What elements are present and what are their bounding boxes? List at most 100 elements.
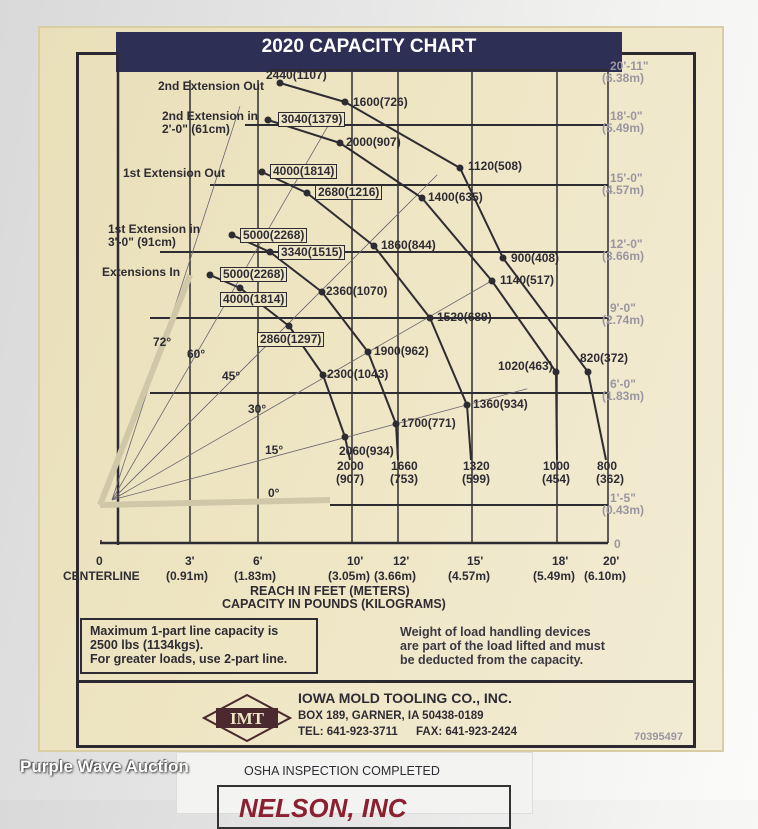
angle-label: 60° [187,347,206,361]
bottom-capacity-lbs: 1000 [543,459,570,473]
capacity-point [206,271,214,279]
capacity-point [499,254,507,262]
capacity-point [584,368,592,376]
bottom-capacity-lbs: 800 [597,459,618,473]
capacity-point [276,79,284,87]
capacity-point [418,194,426,202]
capacity-point [319,371,327,379]
boom-horizontal [99,497,331,508]
capacity-curve-ext1_out [261,171,472,461]
capacity-point [228,231,236,239]
capacity-label: 2000(907) [346,135,401,149]
boom-raised [97,273,193,507]
capacity-label: 1700(771) [401,416,456,430]
height-label-m: (4.57m) [602,183,645,197]
capacity-point [266,248,274,256]
capacity-label: 1400(635) [428,190,483,204]
reach-label-ft: 0 [96,554,103,568]
height-label-m: (1.83m) [602,389,645,403]
reach-label-m: (6.10m) [584,569,627,583]
capacity-point [303,189,311,197]
capacity-label: 4000(1814) [220,292,288,307]
height-label-ft: 1'-5" [610,491,636,505]
capacity-point [285,322,293,330]
height-label-m: (5.49m) [602,121,645,135]
angle-label: 15° [265,443,284,457]
height-label-m: (6.38m) [602,71,645,85]
company-phone: TEL: 641-923-3711 [298,726,398,738]
capacity-label: 5000(2268) [240,228,308,243]
weight-note: Weight of load handling devices are part… [400,625,605,667]
capacity-label: 2300(1043) [327,367,389,381]
watermark: Purple Wave Auction [20,757,189,776]
capacity-point [370,242,378,250]
capacity-label: 1020(463) [498,359,553,373]
reach-label-ft: 3' [185,554,195,568]
bottom-capacity-lbs: 1660 [391,459,418,473]
reach-label-ft: 10' [347,554,364,568]
angle-label: 72° [153,335,172,349]
height-label-ft: 18'-0" [610,109,643,123]
configuration-label: 1st Extension in 3'-0" (91cm) [108,222,201,249]
capacity-point [341,98,349,106]
capacity-label: 1140(517) [500,273,555,287]
configuration-label: 1st Extension Out [123,166,226,180]
capacity-point [364,348,372,356]
capacity-point [341,433,349,441]
note-line: Weight of load handling devices [400,625,591,639]
capacity-curve-ext2_in [267,119,558,461]
capacity-point [456,164,464,172]
capacity-label: 1520(689) [437,310,492,324]
capacity-label: 1900(962) [374,344,429,358]
angle-label: 0° [268,486,280,500]
bottom-capacity-kg: (907) [336,472,365,486]
capacity-point [463,401,471,409]
note-line: For greater loads, use 2-part line. [90,652,288,666]
chart-title: 2020 CAPACITY CHART [116,32,622,72]
capacity-label: 3340(1515) [278,245,346,260]
angle-label: 30° [248,402,267,416]
angle-label: 45° [222,369,241,383]
capacity-point [552,368,560,376]
capacity-point [488,277,496,285]
sticker-text: NELSON, INC [239,793,407,823]
reach-label-ft: 15' [467,554,484,568]
capacity-label: 1360(934) [473,397,528,411]
osha-sticker: OSHA INSPECTION COMPLETED NELSON, INC [176,752,533,829]
reach-label-ft: 18' [552,554,569,568]
note-line: are part of the load lifted and must [400,639,605,653]
height-label-ft: 15'-0" [610,171,643,185]
capacity-label: 2440(1107) [266,68,327,82]
capacity-label: 2860(1297) [257,332,325,347]
height-label-ft: 9'-0" [610,301,636,315]
bottom-capacity-lbs: 1320 [463,459,490,473]
reach-label-m: CENTERLINE [63,569,140,583]
angle-line-60 [111,125,329,501]
capacity-curve-ext_in [209,274,351,461]
capacity-label: 1120(508) [468,159,523,173]
capacity-point [426,314,434,322]
angle-line-30 [111,279,494,501]
configuration-label: Extensions In [102,265,181,279]
company-address: BOX 189, GARNER, IA 50438-0189 [298,710,484,722]
reach-label-ft: 20' [603,554,620,568]
height-label-m: (2.74m) [602,313,645,327]
capacity-axis-label: CAPACITY IN POUNDS (KILOGRAMS) [222,597,446,611]
angle-line-15 [111,388,528,501]
note-line: be deducted from the capacity. [400,653,584,667]
reach-label-m: (5.49m) [533,569,576,583]
note-line: 2500 lbs (1134kgs). [90,638,204,652]
height-label-ft: 0 [614,537,621,551]
capacity-label: 820(372) [580,351,629,365]
company-footer: IMT IOWA MOLD TOOLING CO., INC. BOX 189,… [76,680,696,751]
osha-label: OSHA INSPECTION COMPLETED [244,764,440,778]
capacity-point [392,420,400,428]
capacity-chart-placard [38,26,724,752]
capacity-label: 3040(1379) [278,112,346,127]
reach-label-ft: 6' [253,554,263,568]
capacity-curve-ext1_in [231,234,399,461]
capacity-label: 4000(1814) [270,164,338,179]
reach-label-m: (1.83m) [234,569,277,583]
reach-label-m: (0.91m) [166,569,209,583]
capacity-point [264,116,272,124]
